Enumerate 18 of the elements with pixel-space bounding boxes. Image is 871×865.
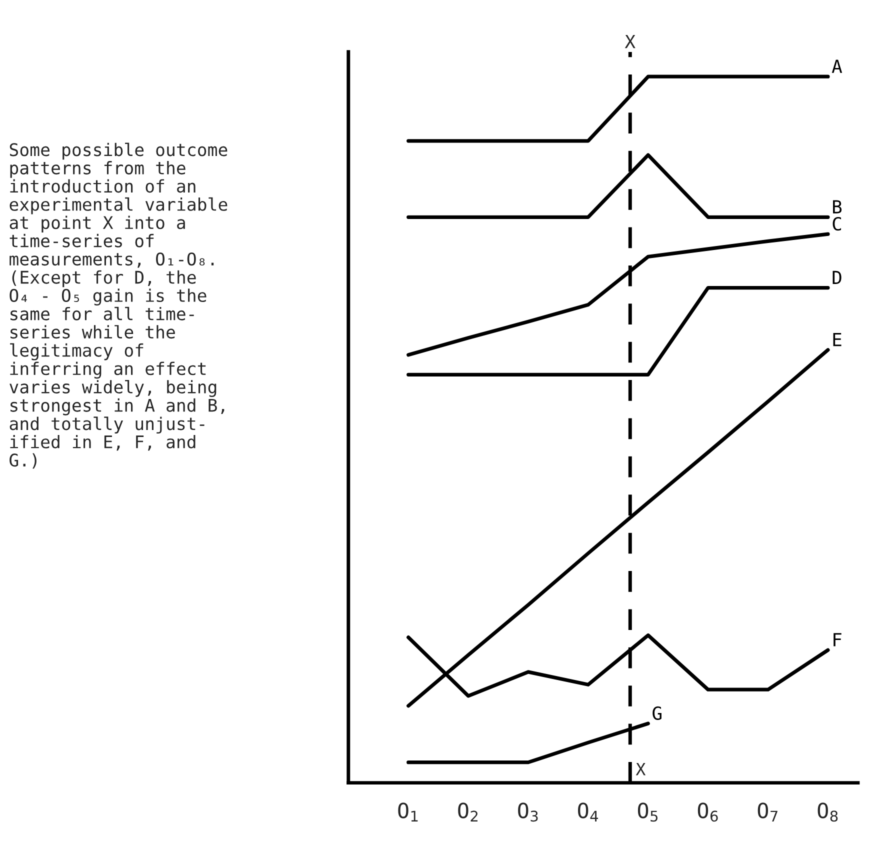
x-tick-label: O$_{1}$ [398, 802, 418, 822]
series-label: C [832, 216, 842, 231]
annotation: X [636, 763, 646, 776]
series-label: B [833, 200, 842, 214]
x-tick-label: O$_{6}$ [698, 802, 718, 822]
ref-line-label: X [624, 34, 636, 48]
x-tick-label: O$_{4}$ [578, 802, 598, 822]
x-tick-label: O$_{5}$ [638, 802, 658, 822]
series-label: D [832, 270, 842, 284]
series-label: E [833, 333, 842, 346]
series-label: F [834, 633, 842, 646]
text: Some possible outcome patterns from the introduction of an experimental variable at point X into a time-series of measurements, O₁-O₈. (Except for D, the O₄ - O₅ gain is the same for all time- series while the legitimacy of inferring an effect varies widely, being strongest in A and B, and totally unjust- ified in E, F, and G.) [10, 142, 228, 469]
x-tick-label: O$_{7}$ [758, 802, 778, 822]
x-tick-label: O$_{3}$ [518, 802, 538, 822]
x-tick-label: O$_{8}$ [818, 802, 838, 822]
series-label: A [832, 60, 842, 73]
x-tick-label: O$_{2}$ [458, 802, 478, 822]
series-label: G [652, 706, 662, 720]
